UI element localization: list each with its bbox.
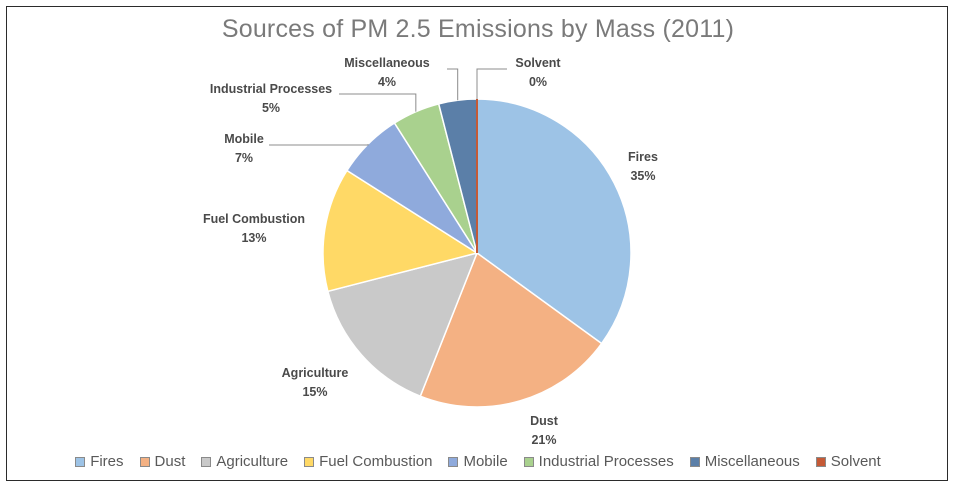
- legend-swatch: [815, 456, 826, 467]
- legend-swatch: [523, 456, 534, 467]
- data-label-value-fuel-combustion: 13%: [241, 231, 266, 245]
- legend-swatch: [448, 456, 459, 467]
- legend-swatch: [139, 456, 150, 467]
- legend-item-agriculture: Agriculture: [201, 453, 288, 470]
- legend-item-fires: Fires: [75, 453, 124, 470]
- data-label-name-fuel-combustion: Fuel Combustion: [203, 212, 305, 226]
- legend-swatch: [201, 456, 212, 467]
- data-label-name-agriculture: Agriculture: [282, 366, 349, 380]
- chart-frame: Sources of PM 2.5 Emissions by Mass (201…: [6, 6, 948, 481]
- legend-item-solvent: Solvent: [815, 453, 881, 470]
- leader-line-solvent: [476, 68, 507, 99]
- data-label-value-dust: 21%: [531, 433, 556, 447]
- data-label-value-agriculture: 15%: [302, 385, 327, 399]
- chart-title: Sources of PM 2.5 Emissions by Mass (201…: [221, 15, 735, 43]
- legend-label: Dust: [154, 453, 186, 470]
- data-label-name-mobile: Mobile: [224, 132, 264, 146]
- leader-line-mobile: [269, 144, 369, 146]
- pie-chart: Fires 35% Dust 21% Agriculture 15% Fuel Combus…: [203, 56, 658, 447]
- data-label-name-industrial-processes: Industrial Processes: [210, 82, 332, 96]
- data-label-value-mobile: 7%: [235, 151, 253, 165]
- pie-slice-agriculture: [326, 251, 479, 398]
- leader-line-miscellaneous: [447, 68, 459, 101]
- data-label-name-dust: Dust: [530, 414, 559, 428]
- pie-slice-fuel-combustion: [322, 169, 479, 293]
- data-label-value-industrial-processes: 5%: [262, 101, 280, 115]
- data-label-value-fires: 35%: [630, 169, 655, 183]
- legend-item-mobile: Mobile: [448, 453, 508, 470]
- data-label-value-solvent: 0%: [529, 75, 547, 89]
- chart-legend: Fires Dust Agriculture Fuel Combustion Mobil…: [7, 453, 949, 470]
- pie-slice-dust: [419, 251, 603, 408]
- legend-label: Miscellaneous: [704, 453, 800, 470]
- legend-label: Mobile: [463, 453, 508, 470]
- legend-item-dust: Dust: [139, 453, 186, 470]
- data-label-name-miscellaneous: Miscellaneous: [344, 56, 429, 70]
- legend-label: Solvent: [830, 453, 881, 470]
- legend-swatch: [75, 456, 86, 467]
- legend-label: Industrial Processes: [538, 453, 674, 470]
- legend-item-fuel-combustion: Fuel Combustion: [304, 453, 432, 470]
- legend-swatch: [304, 456, 315, 467]
- legend-swatch: [689, 456, 700, 467]
- legend-label: Fuel Combustion: [319, 453, 433, 470]
- pie-slice-fires: [476, 98, 632, 345]
- legend-item-industrial-processes: Industrial Processes: [523, 453, 674, 470]
- legend-label: Fires: [90, 453, 124, 470]
- data-label-name-fires: Fires: [628, 150, 658, 164]
- data-label-name-solvent: Solvent: [515, 56, 561, 70]
- leader-line-industrial-processes: [339, 93, 417, 112]
- legend-label: Agriculture: [216, 453, 289, 470]
- data-label-value-miscellaneous: 4%: [378, 75, 396, 89]
- legend-item-miscellaneous: Miscellaneous: [689, 453, 800, 470]
